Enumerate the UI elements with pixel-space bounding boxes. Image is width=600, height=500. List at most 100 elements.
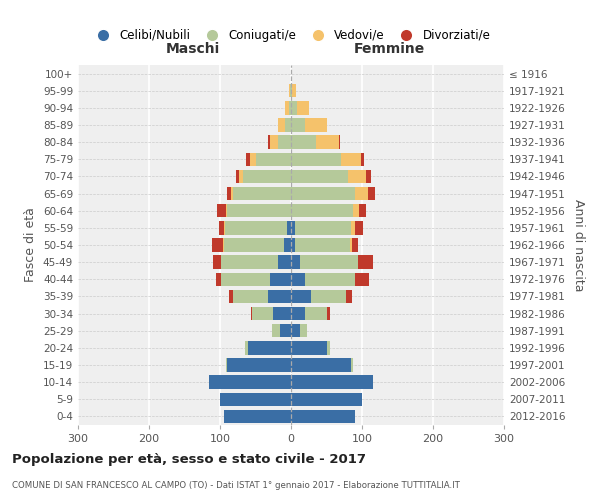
- Bar: [212, 238, 223, 252]
- Bar: [239, 170, 243, 183]
- Bar: [243, 170, 291, 183]
- Bar: [305, 118, 326, 132]
- Bar: [227, 187, 230, 200]
- Bar: [291, 170, 348, 183]
- Bar: [299, 324, 307, 338]
- Bar: [270, 136, 278, 149]
- Bar: [291, 290, 311, 303]
- Bar: [252, 307, 273, 320]
- Bar: [256, 152, 291, 166]
- Bar: [291, 392, 362, 406]
- Bar: [291, 324, 299, 338]
- Bar: [295, 238, 350, 252]
- Bar: [291, 376, 373, 389]
- Bar: [291, 221, 295, 234]
- Bar: [221, 256, 278, 269]
- Bar: [296, 101, 310, 114]
- Bar: [225, 221, 287, 234]
- Bar: [278, 118, 286, 132]
- Bar: [236, 170, 239, 183]
- Bar: [355, 272, 369, 286]
- Bar: [359, 204, 366, 218]
- Bar: [295, 221, 352, 234]
- Bar: [248, 341, 291, 354]
- Bar: [217, 204, 226, 218]
- Bar: [365, 170, 371, 183]
- Bar: [286, 101, 289, 114]
- Bar: [209, 376, 291, 389]
- Bar: [221, 272, 270, 286]
- Bar: [311, 290, 346, 303]
- Bar: [291, 118, 305, 132]
- Bar: [223, 238, 224, 252]
- Text: Femmine: Femmine: [353, 42, 425, 56]
- Bar: [352, 221, 355, 234]
- Bar: [350, 238, 352, 252]
- Bar: [299, 256, 358, 269]
- Bar: [251, 307, 252, 320]
- Bar: [233, 290, 268, 303]
- Bar: [291, 152, 341, 166]
- Bar: [268, 290, 291, 303]
- Bar: [289, 84, 290, 98]
- Bar: [326, 307, 330, 320]
- Bar: [291, 272, 305, 286]
- Bar: [305, 272, 355, 286]
- Bar: [368, 187, 375, 200]
- Bar: [305, 307, 326, 320]
- Bar: [287, 221, 291, 234]
- Bar: [230, 187, 233, 200]
- Bar: [291, 256, 299, 269]
- Bar: [352, 358, 353, 372]
- Bar: [278, 256, 291, 269]
- Bar: [250, 152, 256, 166]
- Bar: [352, 238, 358, 252]
- Bar: [220, 392, 291, 406]
- Bar: [291, 84, 292, 98]
- Text: Popolazione per età, sesso e stato civile - 2017: Popolazione per età, sesso e stato civil…: [12, 452, 366, 466]
- Bar: [218, 221, 224, 234]
- Bar: [290, 84, 291, 98]
- Bar: [361, 152, 364, 166]
- Bar: [316, 136, 338, 149]
- Bar: [326, 341, 330, 354]
- Bar: [291, 358, 352, 372]
- Bar: [291, 238, 295, 252]
- Bar: [291, 341, 326, 354]
- Bar: [291, 410, 355, 423]
- Bar: [213, 256, 221, 269]
- Bar: [224, 410, 291, 423]
- Bar: [224, 221, 225, 234]
- Bar: [346, 290, 352, 303]
- Text: Maschi: Maschi: [166, 42, 220, 56]
- Bar: [272, 324, 280, 338]
- Bar: [355, 187, 368, 200]
- Bar: [291, 101, 296, 114]
- Bar: [273, 307, 291, 320]
- Bar: [278, 136, 291, 149]
- Bar: [229, 290, 233, 303]
- Y-axis label: Fasce di età: Fasce di età: [25, 208, 37, 282]
- Bar: [291, 307, 305, 320]
- Bar: [224, 238, 284, 252]
- Bar: [284, 238, 291, 252]
- Y-axis label: Anni di nascita: Anni di nascita: [572, 198, 585, 291]
- Bar: [353, 204, 359, 218]
- Bar: [227, 204, 291, 218]
- Bar: [270, 272, 291, 286]
- Bar: [280, 324, 291, 338]
- Bar: [291, 204, 353, 218]
- Bar: [226, 358, 227, 372]
- Bar: [245, 341, 248, 354]
- Legend: Celibi/Nubili, Coniugati/e, Vedovi/e, Divorziati/e: Celibi/Nubili, Coniugati/e, Vedovi/e, Di…: [87, 24, 495, 46]
- Bar: [355, 221, 364, 234]
- Text: COMUNE DI SAN FRANCESCO AL CAMPO (TO) - Dati ISTAT 1° gennaio 2017 - Elaborazion: COMUNE DI SAN FRANCESCO AL CAMPO (TO) - …: [12, 481, 460, 490]
- Bar: [291, 136, 316, 149]
- Bar: [226, 204, 227, 218]
- Bar: [246, 152, 250, 166]
- Bar: [358, 256, 373, 269]
- Bar: [216, 272, 221, 286]
- Bar: [268, 136, 270, 149]
- Bar: [341, 152, 361, 166]
- Bar: [291, 187, 355, 200]
